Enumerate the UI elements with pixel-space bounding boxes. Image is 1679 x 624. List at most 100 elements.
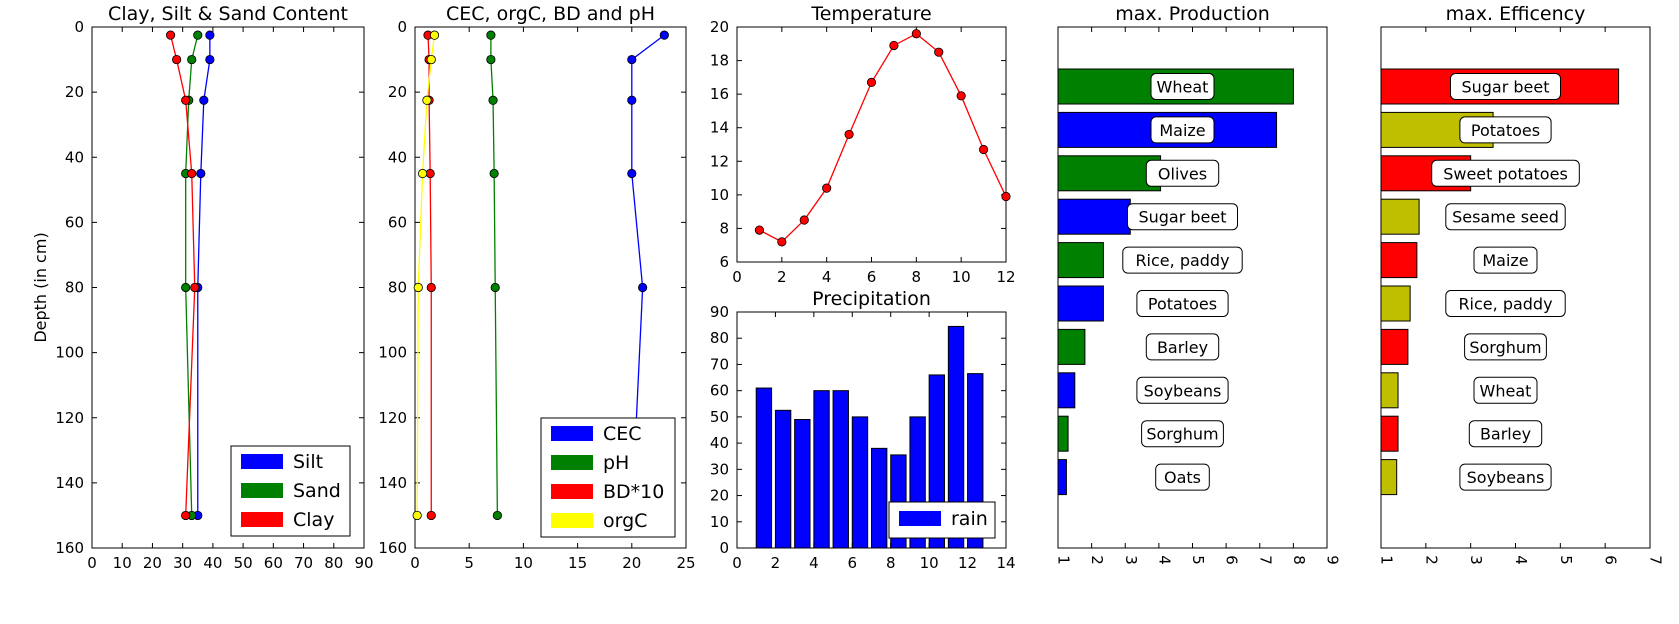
x-tick-label: 0	[732, 554, 742, 572]
x-tick-label: 60	[264, 554, 283, 572]
data-point	[866, 77, 877, 87]
bar-label: Oats	[1164, 468, 1201, 487]
y-tick-label: 60	[388, 213, 407, 231]
data-point	[199, 95, 209, 105]
legend-swatch	[241, 454, 283, 469]
data-point	[777, 237, 787, 247]
y-tick-label: 14	[710, 119, 729, 137]
x-tick-label: 7	[1647, 555, 1665, 565]
bar-label-box	[1155, 463, 1210, 491]
data-point	[638, 282, 648, 293]
bar	[1057, 285, 1104, 322]
legend-label: pH	[603, 452, 629, 474]
bar	[1380, 459, 1398, 496]
bar	[1380, 285, 1411, 322]
bar-label: Soybeans	[1467, 468, 1545, 487]
data-point	[187, 54, 197, 65]
bar-label-box	[1150, 73, 1215, 100]
data-point	[187, 168, 197, 179]
axes-frame-2	[736, 26, 1007, 263]
x-tick-label: 4	[1155, 555, 1173, 565]
legend-swatch	[899, 511, 941, 526]
chart-max-production: max. Production Wheat Maize Olives Sugar bee…	[1055, 3, 1342, 565]
data-point	[425, 168, 435, 179]
data-point	[754, 225, 765, 235]
chart-precipitation: Precipitation 0 2 4 6 8 10 12 14 0 10 20 30 40 50 60 70 8…	[710, 288, 1016, 572]
x-tick-label: 40	[203, 554, 222, 572]
legend-label: orgC	[603, 510, 647, 532]
data-point	[429, 30, 440, 40]
data-point	[978, 144, 989, 155]
y-tick-label: 0	[397, 18, 407, 36]
y-tick-label: 20	[65, 83, 84, 101]
y-axis-label: Depth (in cm)	[31, 232, 50, 342]
data-point	[426, 282, 436, 293]
legend-label: CEC	[603, 423, 642, 445]
bar-label: Rice, paddy	[1458, 295, 1552, 314]
chart-title-5: max. Efficency	[1446, 3, 1586, 25]
data-point	[165, 30, 176, 40]
x-tick-label: 14	[996, 554, 1015, 572]
x-tick-label: 10	[920, 554, 939, 572]
bar-label-box	[1431, 159, 1580, 187]
data-point	[627, 54, 637, 65]
series-line-orgc	[416, 35, 436, 516]
bar-label: Rice, paddy	[1135, 251, 1229, 270]
bar-label-box	[1459, 463, 1552, 491]
data-point	[486, 54, 496, 65]
data-point	[488, 95, 498, 105]
x-tick-label: 5	[464, 554, 474, 572]
y-tick-label: 0	[74, 18, 84, 36]
chart-max-efficiency: max. Efficency Sugar beet Potatoes Sweet po…	[1378, 3, 1665, 565]
data-point	[196, 168, 206, 179]
bar-label: Wheat	[1480, 381, 1532, 400]
x-tick-label: 6	[1602, 555, 1620, 565]
series-line-silt	[197, 35, 211, 516]
bar	[1380, 242, 1418, 279]
bar	[1380, 328, 1409, 365]
chart-soil-chemistry: CEC, orgC, BD and pH 0 5 10 15 20 25 0 20 40 60 80 1…	[378, 3, 695, 572]
data-point	[490, 282, 500, 293]
x-tick-label: 10	[514, 554, 533, 572]
bar-label: Soybeans	[1144, 381, 1222, 400]
x-tick-label: 2	[777, 268, 787, 286]
x-tick-label: 0	[410, 554, 420, 572]
y-tick-label: 140	[378, 474, 407, 492]
x-tick-label: 0	[87, 554, 97, 572]
y-tick-label: 60	[65, 213, 84, 231]
rain-bar	[947, 325, 965, 549]
data-point	[934, 47, 944, 57]
legend-swatch	[241, 483, 283, 498]
chart-title-0: Clay, Silt & Sand Content	[108, 3, 348, 25]
legend-swatch	[551, 426, 593, 441]
x-tick-label: 20	[143, 554, 162, 572]
legend-swatch	[551, 455, 593, 470]
data-point	[205, 30, 215, 40]
x-tick-label: 8	[1290, 555, 1308, 565]
chart-soil-texture: Clay, Silt & Sand Content 0 10 20 30 40 50 60 70…	[31, 3, 374, 572]
bar-label: Potatoes	[1148, 295, 1217, 314]
y-tick-label: 20	[710, 18, 729, 36]
data-point	[956, 91, 966, 101]
data-point	[181, 282, 191, 293]
data-point	[489, 168, 499, 179]
data-point	[193, 30, 203, 40]
bar-label-box	[1122, 246, 1243, 274]
legend-label: Silt	[293, 451, 323, 473]
x-tick-label: 4	[1512, 555, 1530, 565]
chart-title-2: Temperature	[810, 3, 931, 25]
bar-label-box	[1145, 159, 1220, 187]
x-tick-label: 3	[1467, 555, 1485, 565]
x-tick-label: 4	[822, 268, 832, 286]
x-tick-label: 4	[809, 554, 819, 572]
y-tick-label: 6	[719, 253, 729, 271]
bar-label-box	[1473, 246, 1538, 274]
y-tick-label: 80	[388, 279, 407, 297]
y-tick-label: 160	[55, 539, 84, 557]
data-point	[659, 30, 669, 40]
bar	[1380, 198, 1420, 235]
y-tick-label: 20	[388, 83, 407, 101]
y-tick-label: 60	[710, 382, 729, 400]
x-tick-label: 15	[568, 554, 587, 572]
